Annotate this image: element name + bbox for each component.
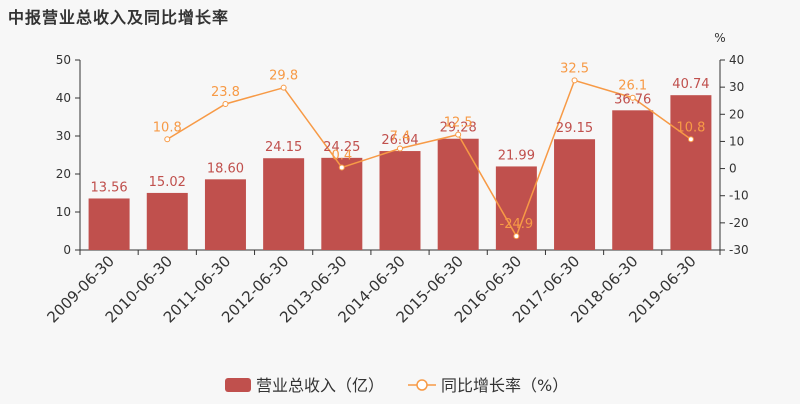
growth-rate-label: 10.8: [676, 120, 705, 135]
bar-value-label: 40.74: [672, 77, 709, 92]
growth-rate-point[interactable]: [164, 136, 171, 143]
growth-rate-label: 23.8: [211, 85, 240, 100]
growth-rate-point[interactable]: [222, 100, 229, 107]
bar[interactable]: [379, 151, 421, 250]
growth-rate-point[interactable]: [397, 145, 403, 152]
legend-item-growth[interactable]: 同比增长率（%）: [408, 376, 568, 395]
bar[interactable]: [437, 138, 479, 250]
growth-rate-label: 29.8: [269, 69, 298, 84]
growth-rate-point[interactable]: [571, 77, 578, 84]
growth-rate-line: [166, 79, 692, 238]
y-left-tick-label: 10: [56, 205, 71, 219]
bar-value-label: 26.04: [381, 133, 418, 148]
y-right-tick-label: -10: [729, 189, 749, 203]
y-right-tick-label: 40: [729, 53, 744, 67]
legend-swatch-marker: [416, 379, 428, 391]
y-left-tick-label: 50: [56, 53, 71, 67]
legend-item-revenue[interactable]: 营业总收入（亿）: [225, 376, 384, 395]
y-right-tick-label: 0: [729, 162, 737, 176]
y-right-tick-label: -30: [729, 243, 749, 257]
bar-value-label: 13.56: [90, 180, 127, 195]
bar-value-label: 36.76: [614, 92, 651, 107]
growth-rate-label: 0.4: [331, 148, 352, 163]
growth-rate-label: 26.1: [618, 79, 647, 94]
bar-value-label: 18.60: [207, 161, 244, 176]
y-right-tick-label: 30: [729, 80, 744, 94]
growth-rate-point[interactable]: [513, 233, 520, 240]
bar[interactable]: [263, 158, 305, 250]
bar-value-label: 21.99: [498, 148, 535, 163]
growth-rate-label: 10.8: [153, 120, 182, 135]
y-left-tick-label: 30: [56, 129, 71, 143]
legend-swatch-bar: [225, 378, 251, 392]
growth-rate-label: -24.9: [500, 217, 534, 232]
bar-value-label: 29.28: [440, 121, 477, 136]
y-left-tick-label: 40: [56, 91, 71, 105]
bar-value-label: 15.02: [149, 175, 186, 190]
y-right-tick-label: 10: [729, 134, 744, 148]
legend-label-growth: 同比增长率（%）: [441, 376, 568, 395]
growth-rate-point[interactable]: [280, 84, 287, 91]
growth-rate-label: 32.5: [560, 61, 589, 76]
growth-rate-label: 12.5: [444, 116, 473, 131]
y-left-tick-label: 0: [63, 243, 71, 257]
labels-layer: 13.56 15.02 18.60 24.15 24.25 26.04 29.28 21.99…: [90, 61, 709, 232]
growth-rate-point[interactable]: [629, 94, 636, 101]
growth-rate-point[interactable]: [338, 164, 345, 171]
y-left-tick-label: 20: [56, 167, 71, 181]
bar[interactable]: [204, 179, 246, 250]
growth-rate-label: 7.4: [390, 129, 411, 144]
growth-rate-point[interactable]: [687, 136, 694, 143]
bars-layer: [88, 95, 712, 250]
bar-value-label: 24.15: [265, 140, 302, 155]
bar-value-label: 29.15: [556, 121, 593, 136]
bar[interactable]: [146, 192, 188, 250]
y-right-tick-label: -20: [729, 216, 749, 230]
legend-label-revenue: 营业总收入（亿）: [256, 376, 384, 395]
bar[interactable]: [88, 198, 130, 250]
y-right-unit-label: %: [714, 31, 725, 45]
bar[interactable]: [612, 110, 654, 250]
bar[interactable]: [670, 95, 712, 250]
y-right-tick-label: 20: [729, 107, 744, 121]
chart-title: 中报营业总收入及同比增长率: [8, 8, 230, 27]
legend[interactable]: 营业总收入（亿） 同比增长率（%）: [225, 376, 568, 395]
line-layer: [164, 77, 694, 240]
bar[interactable]: [554, 139, 596, 250]
bar-value-label: 24.25: [323, 140, 360, 155]
growth-rate-point[interactable]: [455, 131, 462, 138]
bar[interactable]: [321, 157, 363, 250]
